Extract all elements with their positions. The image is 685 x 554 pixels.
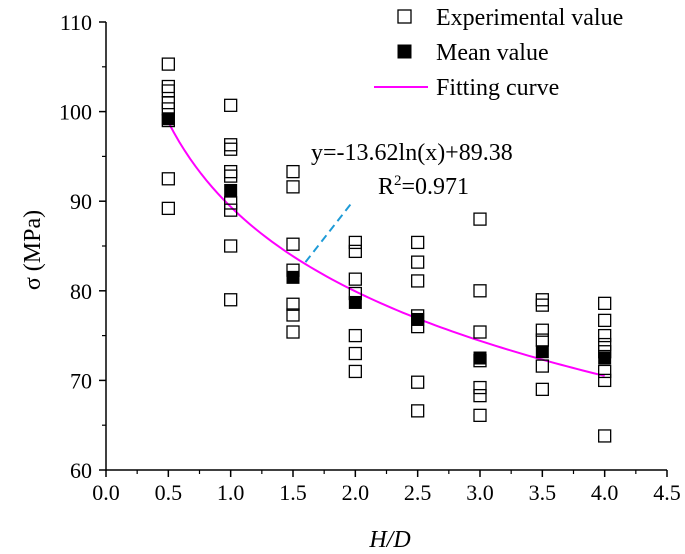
x-tick-label: 0.0 [92,480,120,505]
experimental-point [161,79,175,94]
experimental-point [473,212,487,226]
legend-label-mean: Mean value [436,40,549,66]
experimental-point [411,255,425,269]
legend-item-mean: Mean value [397,40,549,66]
mean-point [473,351,487,365]
experimental-point [348,328,362,343]
x-tick-label: 0.5 [155,480,183,505]
experimental-point [286,180,300,194]
experimental-point [411,375,425,389]
experimental-point [473,380,487,395]
experimental-point [286,325,300,339]
x-tick-label: 3.5 [529,480,557,505]
experimental-point [224,138,238,152]
x-tick-label: 3.0 [466,480,494,505]
experimental-point [224,169,238,183]
experimental-point [348,364,362,379]
legend-label-fitting: Fitting curve [436,75,559,101]
x-axis-ticks: 0.0 0.5 1.0 1.5 2.0 2.5 3.0 3.5 4.0 4.5 [92,470,681,505]
experimental-points-layer [161,57,612,443]
y-tick-label: 60 [70,458,92,483]
mean-point [161,112,175,126]
experimental-point [598,429,612,443]
experimental-point [224,239,238,253]
experimental-point [411,404,425,418]
x-tick-label: 1.5 [279,480,307,505]
legend-hollow-square-icon [397,9,412,24]
annotation-layer: y=-13.62ln(x)+89.38 R2=0.971 [304,140,513,263]
y-tick-label: 80 [70,279,92,304]
y-tick-label: 100 [59,100,92,125]
fitting-curve-line [167,121,605,377]
experimental-point [286,297,300,311]
experimental-point [473,325,487,339]
mean-point [598,351,612,365]
experimental-point [224,203,238,217]
fitting-curve-layer [167,121,605,377]
legend-label-experimental: Experimental value [436,5,623,31]
experimental-point [473,284,487,298]
legend: Experimental value Mean value Fitting cu… [374,5,623,101]
experimental-point [161,201,175,216]
legend-item-experimental: Experimental value [397,5,623,31]
legend-filled-square-icon [397,44,412,59]
x-tick-label: 2.0 [342,480,370,505]
experimental-point [161,84,175,98]
x-axis-title: H/D [368,527,410,553]
axes [105,22,667,471]
experimental-point [598,296,612,310]
experimental-point [598,328,612,343]
experimental-point [224,98,238,112]
y-tick-label: 90 [70,189,92,214]
mean-points-layer [161,112,612,365]
x-tick-label: 2.5 [404,480,432,505]
experimental-point [348,235,362,250]
experimental-point [598,364,612,379]
mean-point [348,295,362,309]
experimental-point [473,408,487,422]
experimental-point [161,172,175,186]
experimental-point [224,293,238,307]
experimental-point [348,272,362,286]
experimental-point [411,274,425,288]
fit-equation-text: y=-13.62ln(x)+89.38 [311,140,513,166]
experimental-point [286,164,300,179]
experimental-point [348,244,362,259]
mean-point [224,183,238,197]
legend-item-fitting: Fitting curve [374,75,559,101]
mean-point [286,270,300,284]
experimental-point [473,388,487,403]
experimental-point [535,298,549,312]
mean-point [535,345,549,359]
y-tick-label: 70 [70,368,92,393]
experimental-point [535,359,549,373]
experimental-point [224,196,238,210]
experimental-point [535,382,549,397]
y-axis-ticks: 60 70 80 90 100 110 [59,10,106,483]
y-tick-label: 110 [60,10,92,35]
experimental-point [598,337,612,352]
y-axis-title: σ (MPa) [20,210,46,290]
experimental-point [348,346,362,361]
x-tick-label: 4.0 [591,480,619,505]
experimental-point [286,308,300,322]
experimental-point [411,235,425,250]
x-tick-label: 4.5 [653,480,681,505]
mean-point [411,312,425,326]
experimental-point [224,164,238,179]
experimental-point [161,57,175,71]
experimental-point [286,237,300,251]
x-tick-label: 1.0 [217,480,245,505]
experimental-point [598,313,612,328]
experimental-point [224,142,238,156]
experimental-point [598,373,612,388]
equation-leader-line [304,202,353,263]
experimental-point [535,323,549,337]
r-squared-text: R2=0.971 [378,173,469,200]
